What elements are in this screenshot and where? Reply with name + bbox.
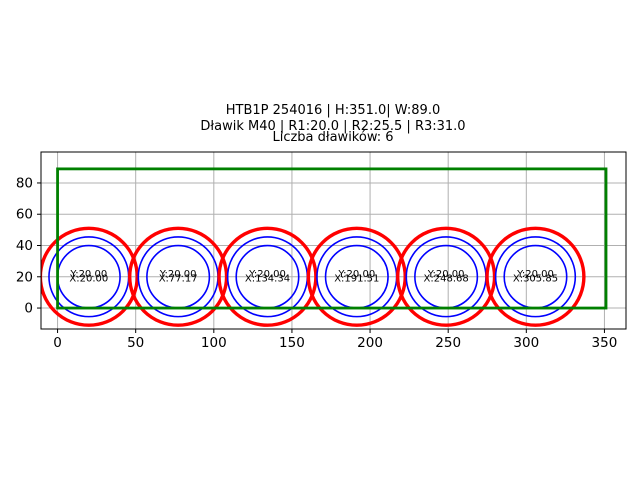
gland-outer-circle [395, 226, 497, 327]
gland-outer-circle [485, 226, 586, 327]
x-tick-label: 250 [435, 335, 461, 351]
gland-y-label: Y:20.00 [69, 269, 107, 280]
y-tick-label: 20 [16, 269, 33, 285]
gland-x-label: X:20.00 [69, 273, 108, 284]
x-tick-label: 100 [201, 335, 227, 351]
x-tick-label: 0 [53, 335, 62, 351]
x-tick-label: 350 [592, 335, 618, 351]
y-tick-label: 80 [16, 175, 33, 191]
gland-y-label: Y:20.00 [159, 269, 197, 280]
plate-outline [56, 167, 608, 310]
gland-y-label: Y:20.00 [248, 269, 286, 280]
chart-title-line-1: HTB1P 254016 | H:351.0| W:89.0 [225, 103, 441, 118]
x-tick-label: 150 [279, 335, 305, 351]
gland-outer-circle [41, 226, 139, 327]
gland-outer-circle [217, 226, 318, 327]
x-tick-label: 200 [357, 335, 383, 351]
axes-spine [40, 151, 627, 330]
gland-x-label: X:305.85 [513, 273, 558, 284]
x-tick-label: 50 [127, 335, 144, 351]
gland-y-label: Y:20.00 [427, 269, 465, 280]
gland-x-label: X:191.51 [334, 273, 379, 284]
chart-title-line-2: Dławik M40 | R1:20.0 | R2:25.5 | R3:31.0 [200, 119, 466, 134]
gland-outer-circle [306, 226, 407, 327]
gland-x-label: X:134.34 [245, 273, 290, 284]
x-tick-label: 300 [513, 335, 539, 351]
y-tick-label: 60 [16, 207, 33, 223]
y-tick-label: 40 [16, 238, 33, 254]
gland-y-label: Y:20.00 [337, 269, 375, 280]
gland-x-label: X:77.17 [159, 273, 198, 284]
gland-x-label: X:248.68 [424, 273, 469, 284]
gland-mid-circle [494, 236, 577, 318]
gland-y-label: Y:20.00 [516, 269, 554, 280]
chart-title-line-3: Liczba dławików: 6 [272, 130, 394, 145]
gland-outer-circle [128, 226, 229, 327]
y-tick-label: 0 [24, 301, 33, 317]
